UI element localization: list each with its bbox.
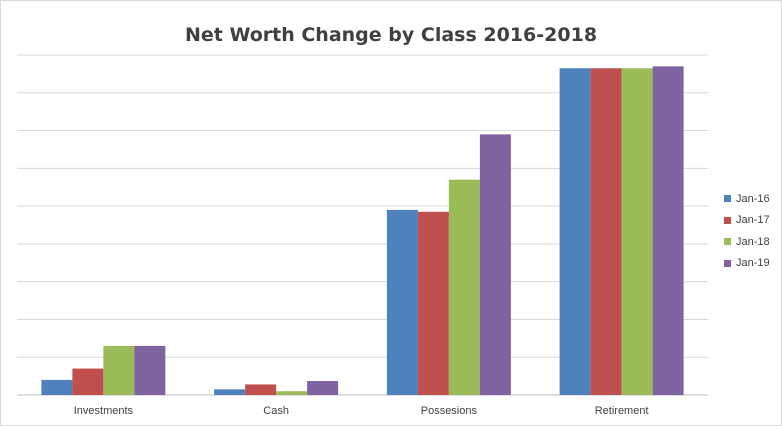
legend-swatch [724,195,731,203]
legend-item: Jan-19 [724,253,770,275]
bar-jan-19-cash [307,381,339,395]
bar-jan-17-possesions [417,211,449,395]
bar-jan-18-investments [103,345,135,395]
legend: Jan-16 Jan-17 Jan-18 Jan-19 [724,188,770,274]
bar-jan-19-investments [134,345,166,395]
legend-item: Jan-16 [724,188,770,210]
bar-jan-16-investments [41,379,73,395]
bar-jan-18-retirement [621,68,653,395]
bar-jan-19-possesions [479,134,511,396]
x-tick-label: Cash [263,405,289,417]
legend-item: Jan-18 [724,231,770,253]
legend-label: Jan-16 [736,192,770,205]
bar-jan-17-cash [245,384,277,395]
bar-jan-18-possesions [448,179,480,395]
bar-jan-16-retirement [559,68,591,395]
legend-swatch [724,216,731,224]
legend-label: Jan-17 [736,214,770,227]
legend-swatch [724,238,731,246]
legend-label: Jan-18 [736,235,770,248]
bar-jan-17-investments [72,368,104,395]
bar-jan-19-retirement [652,66,684,395]
x-tick-label: Investments [74,405,134,417]
x-tick-label: Possesions [421,405,478,417]
legend-item: Jan-17 [724,210,770,232]
chart-title: Net Worth Change by Class 2016-2018 [184,24,598,46]
legend-swatch [724,259,731,267]
bar-jan-18-cash [276,391,308,395]
bar-jan-16-cash [214,389,246,395]
bar-jan-17-retirement [590,68,622,395]
bar-jan-16-possesions [386,209,418,395]
legend-label: Jan-19 [736,257,770,270]
x-tick-label: Retirement [595,405,649,417]
